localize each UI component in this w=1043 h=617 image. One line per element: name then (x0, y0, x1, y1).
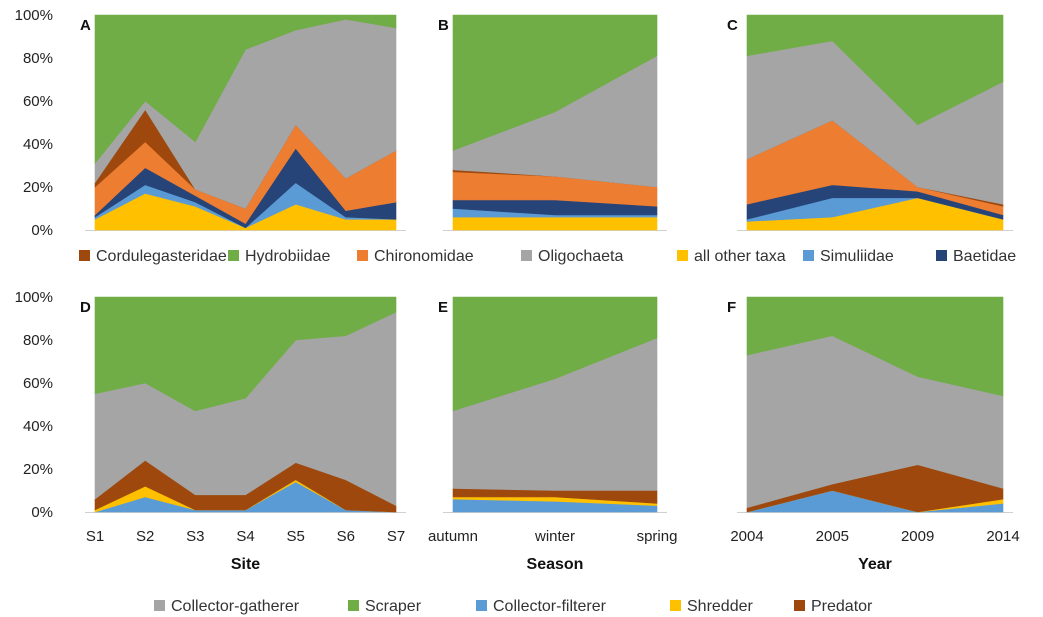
area-scraper (746, 296, 1004, 397)
legend-label: Simuliidae (820, 248, 894, 265)
x-tick-label: 2009 (901, 528, 934, 545)
legend-swatch (936, 250, 947, 261)
legend-label: Predator (811, 598, 873, 615)
area-scraper (94, 296, 397, 412)
legend-label: Shredder (687, 598, 753, 615)
legend-swatch (803, 250, 814, 261)
y-tick-label: 20% (23, 179, 53, 196)
x-axis-title: Year (858, 556, 892, 573)
legend-label: Collector-filterer (493, 598, 607, 615)
area-hydrobiidae (452, 14, 658, 151)
x-tick-label: spring (637, 528, 678, 545)
y-tick-label: 20% (23, 461, 53, 478)
legend-label: Hydrobiidae (245, 248, 330, 265)
area-scraper (452, 296, 658, 412)
legend-swatch (794, 600, 805, 611)
y-tick-label: 100% (15, 289, 53, 306)
panel-letter: E (438, 299, 448, 316)
x-tick-label: S5 (286, 528, 304, 545)
legends-layer: Cordulegasteridae Hydrobiidae Chironomidae… (79, 248, 1016, 615)
legend-label: Collector-gatherer (171, 598, 300, 615)
x-axis-title: Season (527, 556, 584, 573)
legend-swatch (476, 600, 487, 611)
area-hydrobiidae (746, 14, 1004, 126)
panel-letter: F (727, 299, 736, 316)
legend-swatch (677, 250, 688, 261)
x-tick-label: S2 (136, 528, 154, 545)
panel-letter: C (727, 17, 738, 34)
legend-taxa: Cordulegasteridae Hydrobiidae Chironomidae… (79, 248, 1016, 265)
x-tick-label: 2004 (730, 528, 763, 545)
legend-swatch (357, 250, 368, 261)
legend-label: Chironomidae (374, 248, 474, 265)
y-tick-label: 40% (23, 418, 53, 435)
legend-label: Cordulegasteridae (96, 248, 227, 265)
panel-letter: A (80, 17, 91, 34)
legend-label: all other taxa (694, 248, 786, 265)
y-tick-label: 0% (31, 222, 53, 239)
legend-label: Scraper (365, 598, 422, 615)
x-tick-label: S4 (236, 528, 254, 545)
area-hydrobiidae (94, 14, 397, 165)
x-tick-label: winter (534, 528, 575, 545)
x-tick-label: 2005 (816, 528, 849, 545)
y-tick-label: 40% (23, 136, 53, 153)
legend-label: Oligochaeta (538, 248, 623, 265)
legend-swatch (154, 600, 165, 611)
areas-layer (94, 14, 1004, 513)
panel-letter: B (438, 17, 449, 34)
y-tick-label: 80% (23, 332, 53, 349)
y-tick-label: 60% (23, 375, 53, 392)
x-axis-title: Site (231, 556, 260, 573)
x-tick-label: S1 (86, 528, 104, 545)
x-tick-label: 2014 (986, 528, 1019, 545)
x-tick-label: S7 (387, 528, 405, 545)
legend-swatch (521, 250, 532, 261)
legend-feeding: Collector-gatherer Scraper Collector-filte… (154, 598, 873, 615)
legend-swatch (228, 250, 239, 261)
y-tick-label: 80% (23, 50, 53, 67)
axes-layer: 0% 20% 40% 60% 80% 100% 0% 20% 40% 60% 80% 100% (15, 7, 1013, 521)
legend-swatch (79, 250, 90, 261)
x-tick-label: S6 (337, 528, 355, 545)
area-all-other-taxa (452, 216, 658, 231)
x-tick-label: S3 (186, 528, 204, 545)
legend-swatch (348, 600, 359, 611)
panel-letter: D (80, 299, 91, 316)
legend-label: Baetidae (953, 248, 1016, 265)
legend-swatch (670, 600, 681, 611)
y-tick-label: 0% (31, 504, 53, 521)
y-tick-label: 100% (15, 7, 53, 24)
x-tick-label: autumn (428, 528, 478, 545)
y-tick-label: 60% (23, 93, 53, 110)
